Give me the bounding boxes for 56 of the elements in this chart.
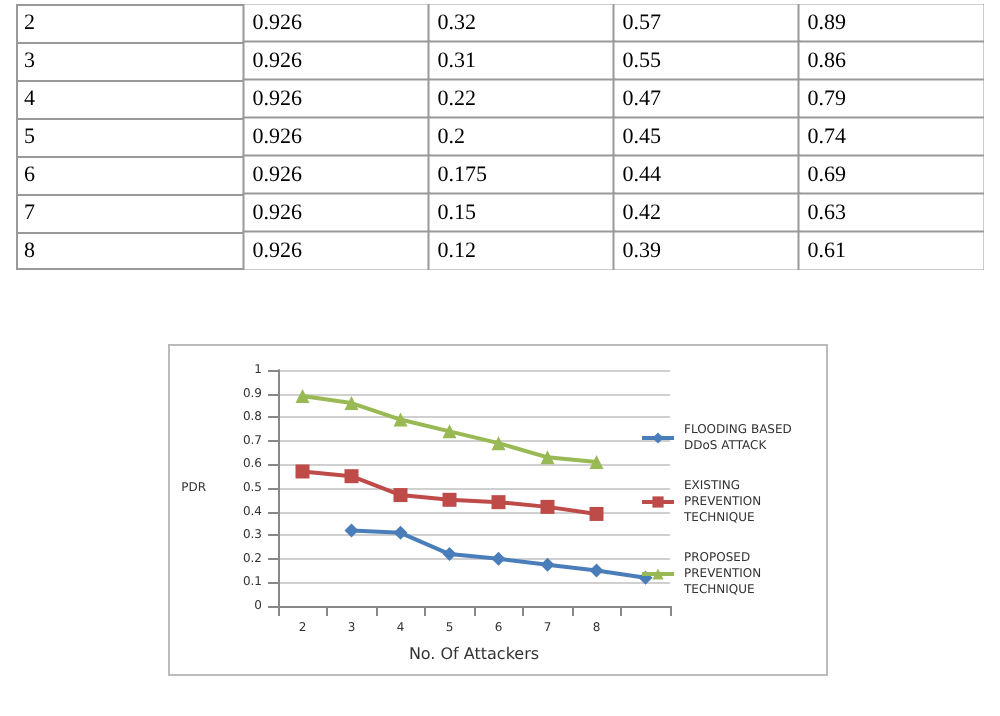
data-label: 0.57	[622, 11, 662, 35]
y-tick-label: 8	[24, 239, 36, 263]
data-label: 0.61	[807, 239, 846, 263]
data-label: 0.47	[622, 87, 662, 111]
data-label: 0.44	[622, 163, 662, 187]
point	[540, 557, 555, 572]
y-tick-label: 6	[24, 163, 36, 187]
y-tick-label: 2	[24, 11, 35, 35]
point	[393, 412, 408, 427]
point	[540, 450, 555, 465]
data-label: 0.89	[807, 11, 847, 35]
data-label: 0.69	[807, 163, 847, 187]
point	[295, 464, 310, 479]
y-tick-label: 3	[24, 49, 36, 73]
data-label: 0.63	[807, 201, 847, 225]
point	[491, 495, 506, 510]
point	[491, 436, 506, 451]
point	[540, 499, 555, 514]
point	[589, 506, 604, 521]
point	[589, 455, 604, 470]
point	[344, 523, 359, 538]
point	[442, 424, 457, 439]
data-label: 0.926	[252, 239, 303, 263]
data-label: 0.926	[252, 125, 303, 149]
point	[344, 396, 359, 411]
data-label: 0.39	[622, 239, 662, 263]
data-label: 0.45	[622, 125, 662, 149]
point	[442, 547, 457, 562]
data-label: 0.79	[807, 87, 847, 111]
data-label: 0.86	[807, 49, 847, 73]
y-tick-label: 7	[24, 201, 36, 225]
data-label: 0.926	[252, 11, 303, 35]
data-label: 0.12	[437, 239, 476, 263]
point	[491, 551, 506, 566]
data-label: 0.31	[437, 49, 476, 73]
point	[442, 492, 457, 507]
point	[393, 488, 408, 503]
point	[295, 388, 310, 403]
point	[344, 469, 359, 484]
x-axis-title: No. Of Attackers	[408, 645, 540, 663]
data-label: 0.926	[252, 163, 303, 187]
data-label: 0.2	[437, 125, 465, 149]
y-tick-label: 4	[24, 87, 36, 111]
data-label: 0.926	[252, 87, 303, 111]
data-label: 0.15	[437, 201, 477, 225]
data-label: 0.926	[252, 201, 303, 225]
data-label: 0.32	[437, 11, 476, 35]
data-label: 0.42	[622, 201, 661, 225]
data-label: 0.74	[807, 125, 847, 149]
data-label: 0.55	[622, 49, 662, 73]
data-label: 0.22	[437, 87, 476, 111]
point	[393, 525, 408, 540]
point	[589, 563, 604, 578]
y-tick-label: 5	[24, 125, 36, 149]
data-label: 0.926	[252, 49, 303, 73]
data-label: 0.175	[437, 163, 488, 187]
